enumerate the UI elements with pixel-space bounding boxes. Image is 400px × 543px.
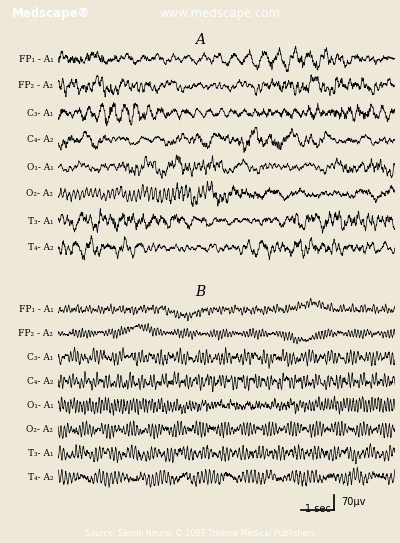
Text: C₄- A₂: C₄- A₂ [27,136,53,144]
Text: T₃- A₁: T₃- A₁ [28,449,53,458]
Text: www.medscape.com: www.medscape.com [160,8,280,21]
Text: T₄- A₂: T₄- A₂ [28,243,53,252]
Text: T₄- A₂: T₄- A₂ [28,473,53,482]
Text: Medscape®: Medscape® [12,8,90,21]
Text: B: B [195,286,205,299]
Text: FP₁ - A₁: FP₁ - A₁ [19,305,53,314]
Text: FP₂ - A₂: FP₂ - A₂ [18,81,53,91]
Text: 1 sec: 1 sec [305,504,330,514]
Text: 70μv: 70μv [341,497,366,507]
Text: O₂- A₂: O₂- A₂ [26,425,53,434]
Text: T₃- A₁: T₃- A₁ [28,217,53,225]
Text: Source: Semin Neurol © 2003 Thieme Medical Publishers: Source: Semin Neurol © 2003 Thieme Medic… [85,528,315,538]
Text: A: A [195,34,205,47]
Text: FP₁ - A₁: FP₁ - A₁ [19,54,53,64]
Text: C₄- A₂: C₄- A₂ [27,377,53,386]
Text: C₃- A₁: C₃- A₁ [27,353,53,362]
Text: O₁- A₁: O₁- A₁ [27,401,53,410]
Text: C₃- A₁: C₃- A₁ [27,109,53,117]
Text: FP₂ - A₂: FP₂ - A₂ [18,329,53,338]
Text: O₁- A₁: O₁- A₁ [27,162,53,172]
Text: O₂- A₂: O₂- A₂ [26,190,53,199]
